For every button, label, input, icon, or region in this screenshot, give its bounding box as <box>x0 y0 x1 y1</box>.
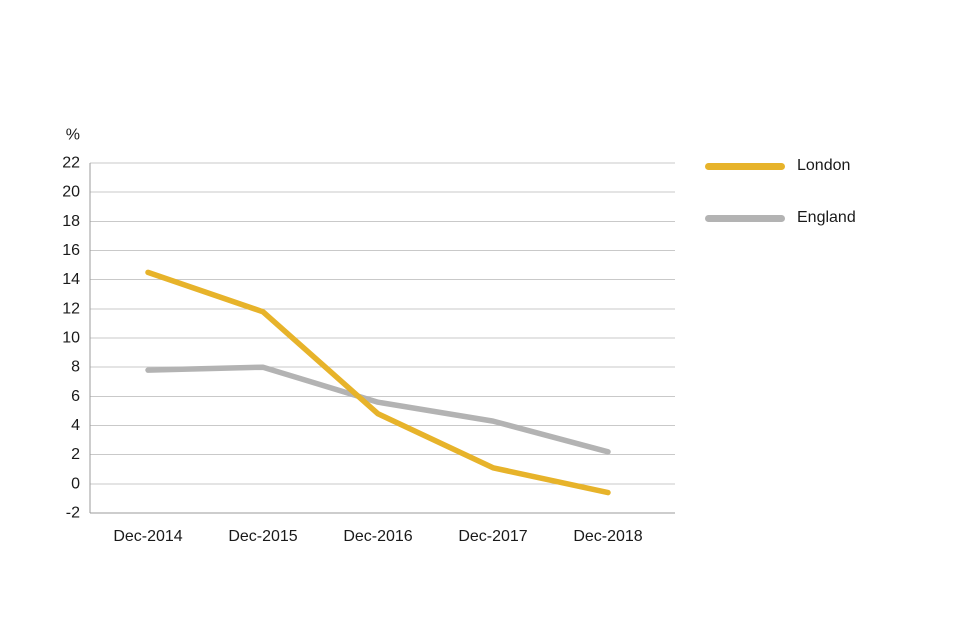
legend-label-england: England <box>797 209 856 226</box>
series-line-london <box>145 269 611 496</box>
x-tick-label: Dec-2014 <box>113 528 182 545</box>
y-tick-label: 0 <box>71 475 80 492</box>
y-tick-label: -2 <box>66 505 80 522</box>
london-line-swatch <box>705 162 785 170</box>
chart-legend: London England <box>705 155 856 229</box>
legend-item-london: London <box>705 155 856 177</box>
y-tick-label: 12 <box>62 300 80 317</box>
x-tick-label: Dec-2017 <box>458 528 527 545</box>
y-tick-label: 2 <box>71 446 80 463</box>
y-tick-label: 18 <box>62 213 80 230</box>
y-tick-label: 20 <box>62 184 80 201</box>
y-tick-label: 6 <box>71 388 80 405</box>
y-axis-unit-label: % <box>66 127 80 144</box>
y-tick-label: 4 <box>71 417 80 434</box>
x-tick-label: Dec-2018 <box>573 528 642 545</box>
x-tick-label: Dec-2016 <box>343 528 412 545</box>
legend-label-london: London <box>797 157 851 174</box>
x-tick-label: Dec-2015 <box>228 528 297 545</box>
series-line-england <box>145 364 611 455</box>
england-line-swatch <box>705 214 785 222</box>
y-tick-label: 16 <box>62 242 80 259</box>
legend-item-england: England <box>705 207 856 229</box>
y-tick-label: 8 <box>71 359 80 376</box>
y-tick-label: 14 <box>62 271 80 288</box>
y-tick-label: 10 <box>62 330 80 347</box>
y-tick-label: 22 <box>62 155 80 172</box>
